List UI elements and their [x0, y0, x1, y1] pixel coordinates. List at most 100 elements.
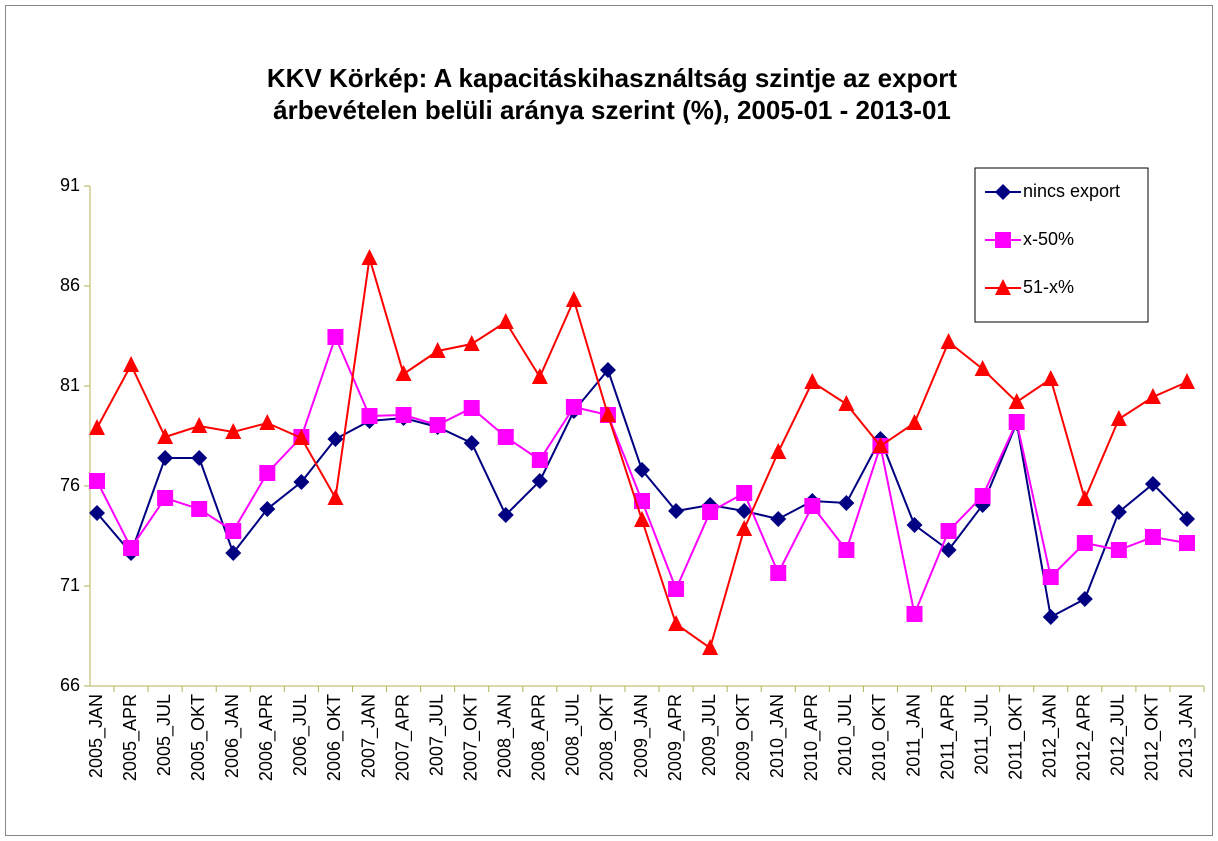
point	[1042, 370, 1059, 386]
point	[225, 545, 242, 561]
point	[89, 419, 105, 435]
point	[293, 429, 310, 445]
point	[225, 523, 242, 539]
point	[1144, 529, 1161, 545]
point	[327, 431, 344, 447]
point	[1110, 542, 1127, 558]
point	[429, 417, 446, 433]
x-tick-label: 2007_JUL	[426, 694, 447, 776]
point	[702, 639, 719, 655]
point	[531, 473, 548, 489]
point	[565, 399, 582, 415]
point	[463, 335, 480, 351]
point	[770, 511, 787, 527]
point	[191, 417, 208, 433]
point	[293, 474, 310, 490]
point	[225, 423, 242, 439]
x-tick-label: 2011_JUL	[971, 694, 992, 775]
y-tick-label: 91	[60, 175, 80, 195]
point	[259, 414, 276, 430]
point	[1144, 476, 1161, 492]
point	[157, 490, 174, 506]
x-tick-label: 2007_JAN	[358, 694, 379, 778]
x-tick-label: 2009_JUL	[699, 694, 720, 776]
point	[395, 407, 412, 423]
x-tick-label: 2006_OKT	[324, 694, 345, 781]
x-tick-label: 2009_OKT	[733, 694, 754, 781]
x-tick-label: 2012_JUL	[1108, 694, 1129, 776]
x-tick-label: 2006_JUL	[290, 694, 311, 776]
point	[123, 356, 140, 372]
x-tick-label: 2009_JAN	[631, 694, 652, 778]
legend-label: 51-x%	[1023, 277, 1074, 297]
x-tick-label: 2006_JAN	[222, 694, 243, 778]
point	[804, 373, 821, 389]
point	[1110, 504, 1127, 520]
point	[361, 408, 378, 424]
x-tick-label: 2005_APR	[120, 694, 141, 781]
point	[463, 435, 480, 451]
point	[497, 507, 514, 523]
point	[1110, 410, 1127, 426]
point	[463, 400, 480, 416]
x-tick-label: 2005_OKT	[188, 694, 209, 781]
point	[395, 365, 412, 381]
point	[157, 428, 174, 444]
y-tick-label: 86	[60, 275, 80, 295]
y-tick-label: 71	[60, 575, 80, 595]
point	[259, 501, 276, 517]
point	[974, 488, 991, 504]
point	[327, 329, 344, 345]
point	[668, 615, 685, 631]
point	[906, 414, 923, 430]
point	[1008, 393, 1025, 409]
x-tick-label: 2012_JAN	[1040, 694, 1061, 778]
point	[995, 184, 1011, 200]
point	[940, 542, 957, 558]
legend-label: x-50%	[1023, 229, 1074, 249]
point	[327, 489, 344, 505]
point	[1076, 490, 1093, 506]
legend-label: nincs export	[1023, 181, 1120, 201]
point	[634, 511, 650, 527]
point	[770, 443, 787, 459]
point	[634, 462, 650, 478]
x-tick-label: 2006_APR	[256, 694, 277, 781]
point	[770, 565, 787, 581]
chart-title: KKV Körkép: A kapacitáskihasználtság szi…	[267, 63, 958, 93]
point	[940, 333, 957, 349]
point	[974, 360, 991, 376]
x-tick-label: 2011_JAN	[903, 694, 924, 777]
point	[940, 523, 957, 539]
point	[429, 342, 446, 358]
y-tick-label: 81	[60, 375, 80, 395]
point	[497, 429, 514, 445]
point	[995, 279, 1011, 295]
x-tick-label: 2005_JAN	[86, 694, 107, 778]
x-tick-label: 2007_OKT	[460, 694, 481, 781]
point	[736, 503, 753, 519]
point	[838, 395, 855, 411]
point	[736, 520, 753, 536]
point	[89, 505, 105, 521]
x-tick-label: 2012_OKT	[1142, 694, 1163, 781]
x-tick-label: 2009_APR	[665, 694, 686, 781]
y-tick-label: 76	[60, 475, 80, 495]
point	[906, 606, 923, 622]
point	[1144, 388, 1161, 404]
point	[1076, 535, 1093, 551]
point	[1179, 535, 1195, 551]
x-tick-label: 2008_APR	[529, 694, 550, 781]
x-tick-label: 2012_APR	[1074, 694, 1095, 781]
point	[259, 465, 276, 481]
point	[599, 362, 616, 378]
x-tick-label: 2008_JUL	[563, 694, 584, 776]
chart-title: árbevételen belüli aránya szerint (%), 2…	[273, 95, 951, 125]
point	[89, 473, 105, 489]
x-tick-label: 2013_JAN	[1176, 694, 1197, 778]
point	[906, 517, 923, 533]
point	[872, 437, 889, 453]
point	[1179, 511, 1195, 527]
x-tick-label: 2011_APR	[937, 694, 958, 780]
